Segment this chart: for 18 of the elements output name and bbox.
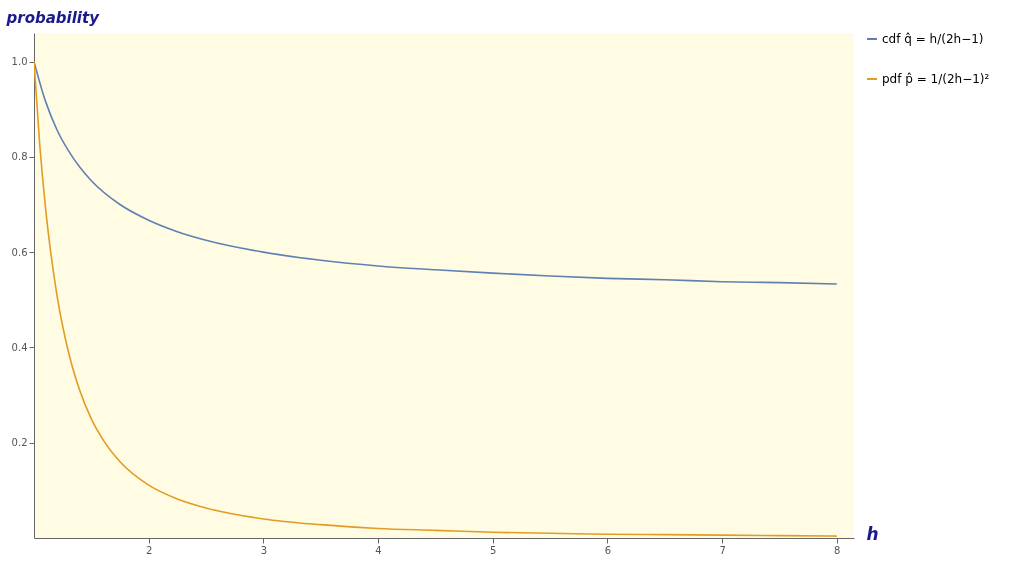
x-tick-label: 6 <box>604 544 612 556</box>
legend-label: pdf p̂ = 1/(2h−1)² <box>882 72 990 86</box>
x-tick-label: 5 <box>490 544 497 556</box>
y-tick-label: 0.6 <box>11 246 28 258</box>
y-tick-label: 0.2 <box>11 437 28 449</box>
y-axis-title: probability <box>5 8 101 27</box>
y-tick-label: 0.4 <box>11 341 28 353</box>
x-tick-label: 8 <box>834 544 841 556</box>
legend-label: cdf q̂ = h/(2h−1) <box>882 32 984 46</box>
x-tick-label: 2 <box>146 544 153 556</box>
x-axis-title: h <box>866 523 879 544</box>
y-tick-label: 1.0 <box>11 56 28 68</box>
y-tick-label: 0.8 <box>11 151 28 163</box>
line-series <box>34 60 838 285</box>
x-tick-label: 4 <box>375 544 382 556</box>
x-tick-label: 3 <box>260 544 268 556</box>
line-series <box>34 60 838 537</box>
x-tick-label: 7 <box>719 544 726 556</box>
